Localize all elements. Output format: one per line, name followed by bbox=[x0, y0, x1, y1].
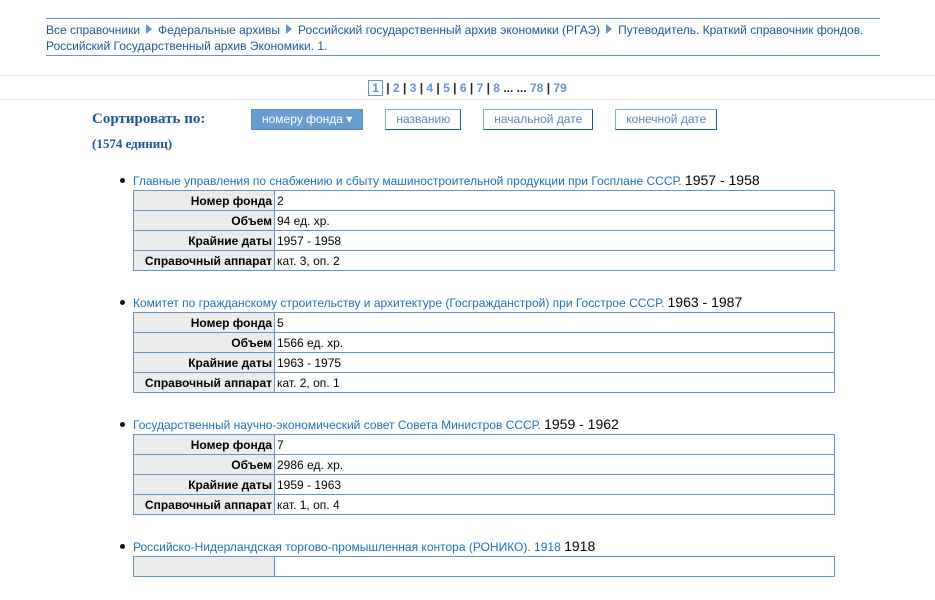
divider bbox=[0, 99, 935, 100]
field-value: 5 bbox=[274, 312, 835, 333]
breadcrumb-item[interactable]: Федеральные архивы bbox=[158, 23, 281, 37]
breadcrumb-item[interactable]: Путеводитель. Краткий справочник фондов.… bbox=[46, 23, 864, 53]
field-label: Номер фонда bbox=[133, 434, 275, 455]
page-link[interactable]: 78 bbox=[530, 81, 544, 95]
fund-years: 1918 bbox=[564, 538, 596, 554]
page-link[interactable]: 8 bbox=[493, 81, 500, 95]
table-row: Справочный аппарат кат. 1, оп. 4 bbox=[133, 494, 835, 515]
field-label: Объем bbox=[133, 454, 275, 475]
breadcrumb: Все справочники Федеральные архивы Российс… bbox=[46, 18, 880, 56]
table-row: Номер фонда 2 bbox=[133, 190, 835, 211]
fund-details-table: Номер фонда 5 Объем 1566 ед. хр. Крайние дат… bbox=[133, 312, 835, 393]
fund-title-link[interactable]: Комитет по гражданскому строительству и … bbox=[133, 296, 665, 310]
item-count: (1574 единиц) bbox=[92, 136, 173, 151]
field-label: Объем bbox=[133, 210, 275, 231]
field-label: Справочный аппарат bbox=[133, 372, 275, 393]
page-link[interactable]: 6 bbox=[459, 81, 467, 95]
table-row: Крайние даты 1957 - 1958 bbox=[133, 230, 835, 251]
field-label: Крайние даты bbox=[133, 474, 275, 495]
table-row: Крайние даты 1963 - 1975 bbox=[133, 352, 835, 373]
field-value: кат. 2, оп. 1 bbox=[274, 372, 835, 393]
fund-details-table: Номер фонда 2 Объем 94 ед. хр. Крайние даты 1… bbox=[133, 190, 835, 271]
arrow-right-icon bbox=[606, 24, 613, 34]
field-value: 2986 ед. хр. bbox=[274, 454, 835, 475]
sort-by-start-date-button[interactable]: начальной дате bbox=[483, 108, 594, 130]
table-row: Номер фонда 5 bbox=[133, 312, 835, 333]
field-value bbox=[274, 556, 835, 577]
sort-by-end-date-button[interactable]: конечной дате bbox=[615, 108, 718, 130]
sort-bar: Сортировать по: номеру фонда ▾ названию … bbox=[92, 108, 935, 130]
sort-by-name-button[interactable]: названию bbox=[385, 108, 462, 130]
field-label: Номер фонда bbox=[133, 312, 275, 333]
field-value: кат. 1, оп. 4 bbox=[274, 494, 835, 515]
fund-item: Российско-Нидерландская торгово-промышле… bbox=[118, 538, 838, 577]
fund-years: 1963 - 1987 bbox=[667, 294, 743, 310]
fund-years: 1959 - 1962 bbox=[544, 416, 619, 432]
field-value: 1957 - 1958 bbox=[274, 230, 835, 251]
breadcrumb-item[interactable]: Все справочники bbox=[46, 23, 141, 37]
page-links: | 2 | 3 | 4 | 5 | 6 | 7 | 8 ... ... 78 |… bbox=[386, 81, 567, 95]
fund-list: Главные управления по снабжению и сбыту … bbox=[0, 172, 935, 577]
fund-item: Государственный научно-экономический сов… bbox=[118, 416, 838, 515]
page-link[interactable]: 2 bbox=[392, 81, 400, 95]
arrow-right-icon bbox=[146, 24, 153, 34]
arrow-right-icon bbox=[286, 24, 293, 34]
page-link[interactable]: 5 bbox=[443, 81, 450, 95]
field-value: 1566 ед. хр. bbox=[274, 332, 835, 353]
fund-details-table bbox=[133, 556, 835, 577]
caret-down-icon: ▾ bbox=[346, 111, 353, 126]
table-row: Номер фонда 7 bbox=[133, 434, 835, 455]
breadcrumb-item[interactable]: Российский государственный архив экономи… bbox=[298, 23, 601, 37]
fund-details-table: Номер фонда 7 Объем 2986 ед. хр. Крайние дат… bbox=[133, 434, 835, 515]
table-row bbox=[133, 556, 835, 577]
field-label: Справочный аппарат bbox=[133, 250, 275, 271]
divider bbox=[0, 75, 935, 76]
table-row: Объем 1566 ед. хр. bbox=[133, 332, 835, 353]
page-link[interactable]: 7 bbox=[476, 81, 484, 95]
field-value: 1963 - 1975 bbox=[274, 352, 835, 373]
table-row: Справочный аппарат кат. 3, оп. 2 bbox=[133, 250, 835, 271]
sort-by-number-button[interactable]: номеру фонда ▾ bbox=[251, 108, 364, 130]
field-label: Объем bbox=[133, 332, 275, 353]
pagination-ellipsis: ... ... bbox=[503, 81, 527, 95]
table-row: Справочный аппарат кат. 2, оп. 1 bbox=[133, 372, 835, 393]
sort-option-label: номеру фонда bbox=[262, 111, 343, 126]
fund-title-link[interactable]: Российско-Нидерландская торгово-промышле… bbox=[133, 540, 561, 554]
page-link[interactable]: 3 bbox=[409, 81, 417, 95]
pagination: 1 | 2 | 3 | 4 | 5 | 6 | 7 | 8 ... ... 78… bbox=[0, 76, 935, 99]
page-current: 1 bbox=[368, 80, 383, 96]
field-label: Справочный аппарат bbox=[133, 494, 275, 515]
field-label bbox=[133, 556, 275, 577]
table-row: Объем 2986 ед. хр. bbox=[133, 454, 835, 475]
field-value: 2 bbox=[274, 190, 835, 211]
fund-item: Комитет по гражданскому строительству и … bbox=[118, 294, 838, 393]
sort-label: Сортировать по: bbox=[92, 110, 206, 127]
page-link[interactable]: 4 bbox=[426, 81, 434, 95]
field-label: Крайние даты bbox=[133, 352, 275, 373]
fund-years: 1957 - 1958 bbox=[684, 172, 760, 188]
field-value: 7 bbox=[274, 434, 835, 455]
fund-item: Главные управления по снабжению и сбыту … bbox=[118, 172, 838, 271]
table-row: Объем 94 ед. хр. bbox=[133, 210, 835, 231]
fund-title-link[interactable]: Государственный научно-экономический сов… bbox=[133, 418, 541, 432]
field-label: Номер фонда bbox=[133, 190, 275, 211]
fund-title-link[interactable]: Главные управления по снабжению и сбыту … bbox=[133, 174, 682, 188]
page-link[interactable]: 79 bbox=[553, 81, 567, 95]
field-value: кат. 3, оп. 2 bbox=[274, 250, 835, 271]
table-row: Крайние даты 1959 - 1963 bbox=[133, 474, 835, 495]
field-label: Крайние даты bbox=[133, 230, 275, 251]
field-value: 1959 - 1963 bbox=[274, 474, 835, 495]
field-value: 94 ед. хр. bbox=[274, 210, 835, 231]
